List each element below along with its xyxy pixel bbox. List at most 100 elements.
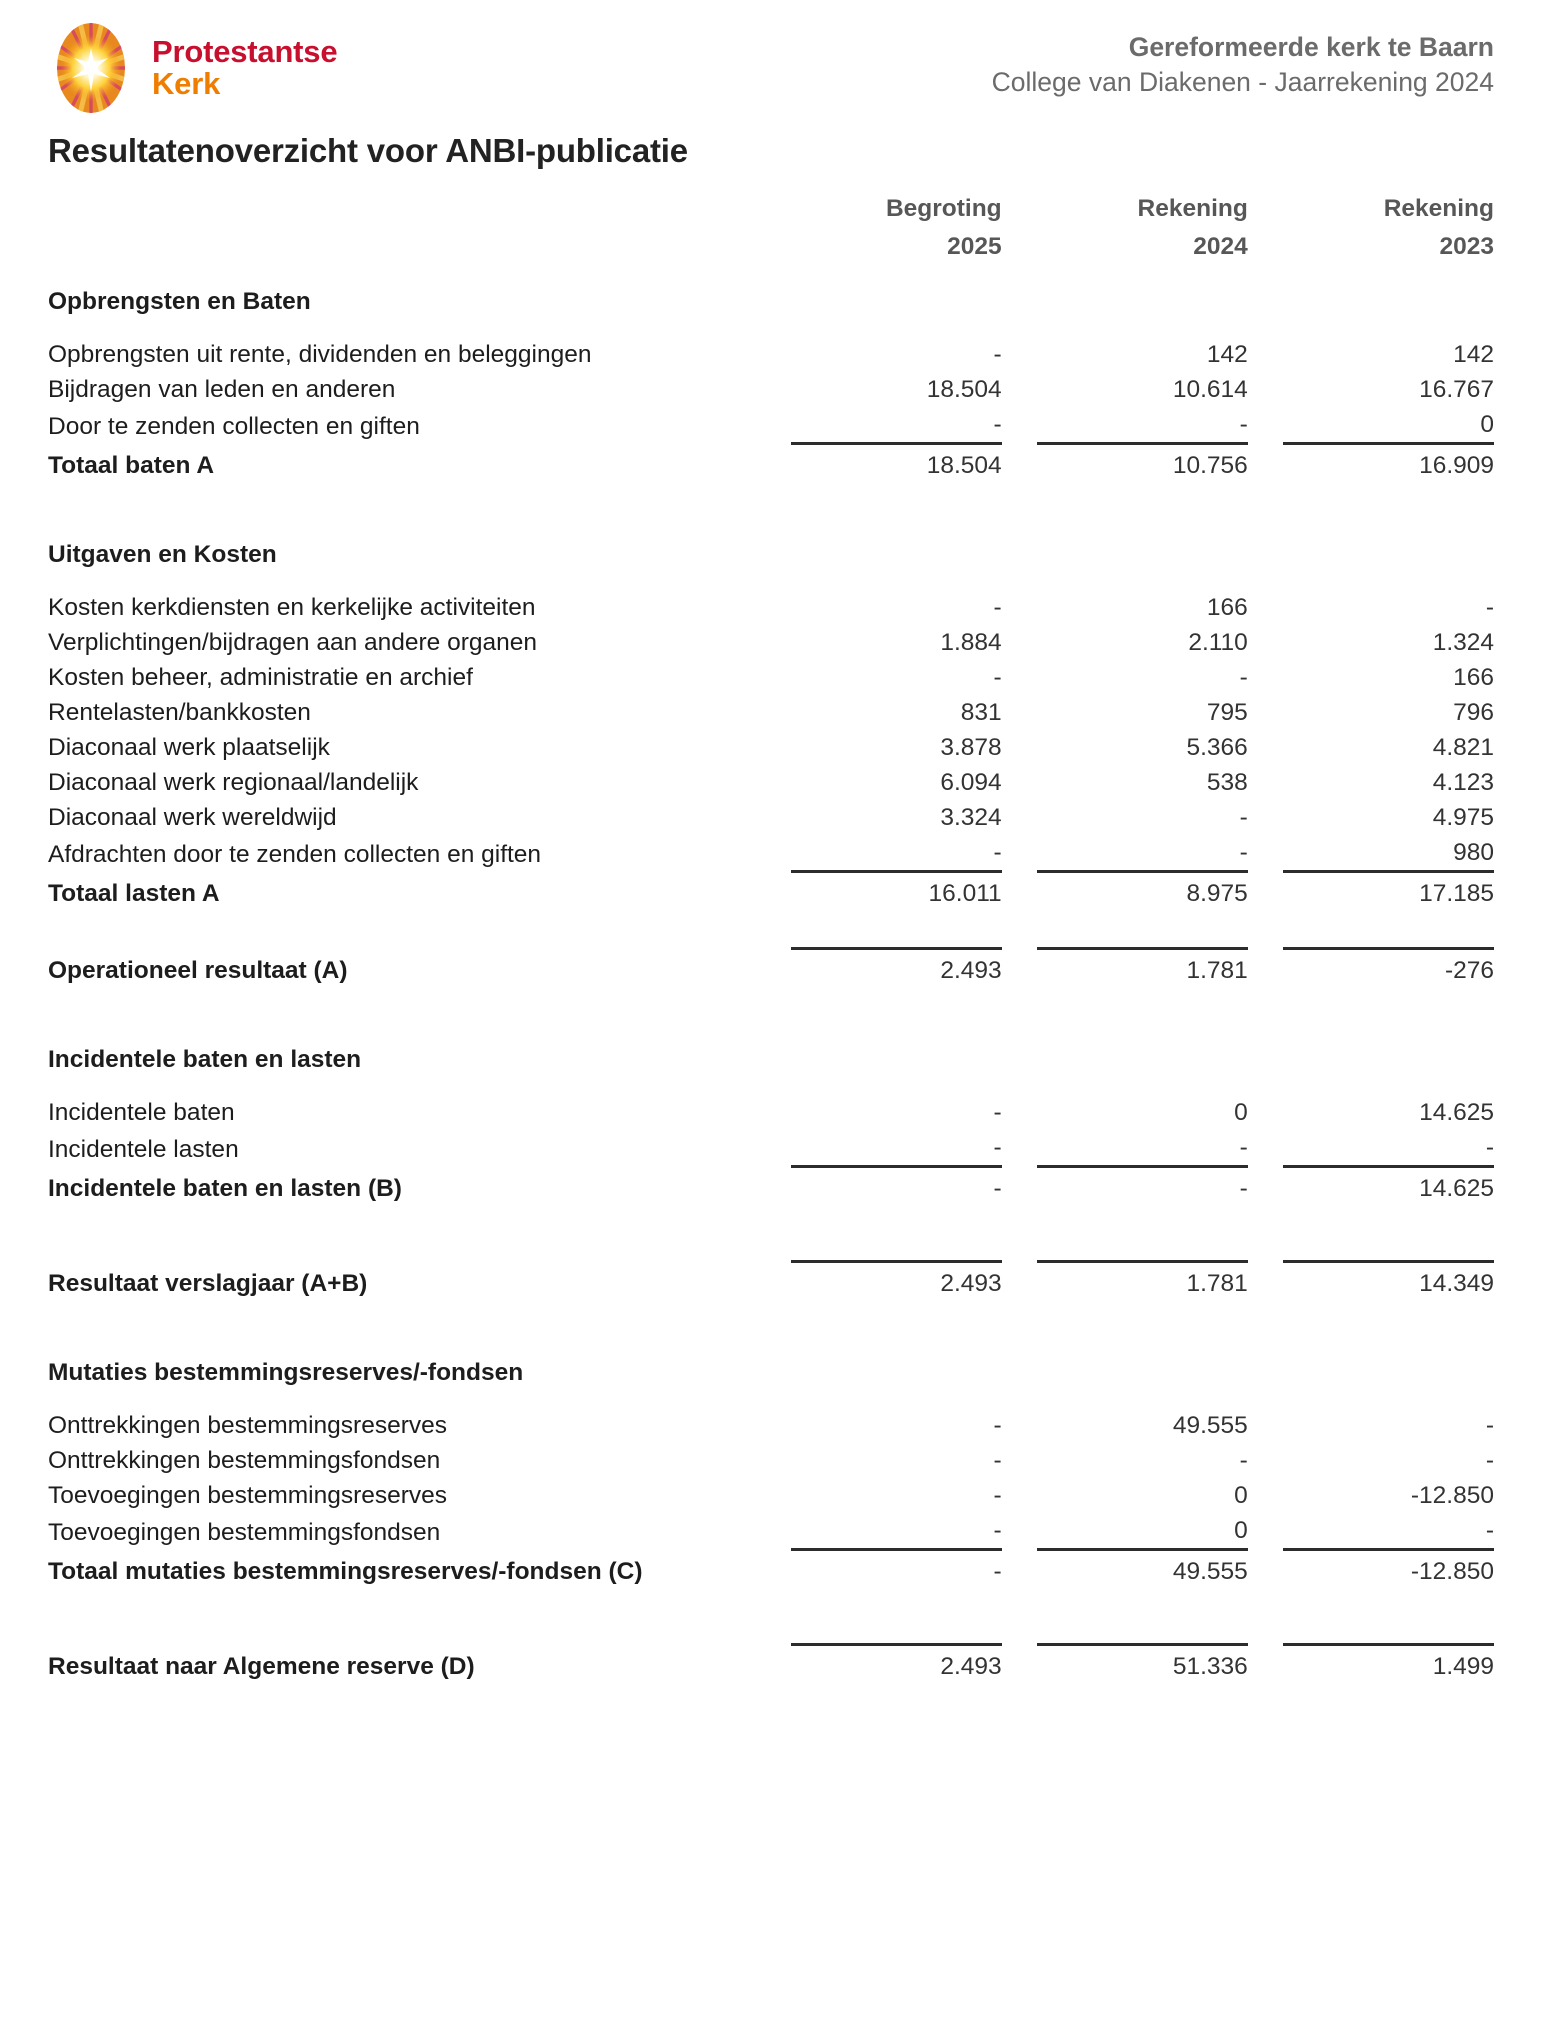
value-text: - (993, 1558, 1002, 1585)
cell-value-col3: 14.625 (1283, 1165, 1494, 1206)
row-spacer (48, 519, 1494, 537)
cell-value-col2: 0 (1037, 1478, 1248, 1513)
column-gap (1002, 284, 1037, 319)
cell-value-col2: 5.366 (1037, 730, 1248, 765)
cell-empty-col3 (1283, 988, 1494, 1024)
row-spacer (48, 1301, 1494, 1337)
cell-value-col2: 166 (1037, 590, 1248, 625)
column-gap (1002, 765, 1037, 800)
column-gap (1248, 1408, 1283, 1443)
cell-empty-col1 (791, 1242, 1002, 1262)
value-text: 16.909 (1419, 452, 1494, 479)
cell-empty-col1 (791, 1206, 1002, 1242)
cell-value-col1: - (791, 337, 1001, 372)
cell-value-col1: - (791, 590, 1001, 625)
row-spacer (48, 1589, 1494, 1625)
cell-empty-col2 (1037, 1024, 1248, 1042)
section-heading: Incidentele baten en lasten (48, 1042, 1494, 1077)
column-gap (1002, 537, 1037, 572)
cell-empty-col2 (1037, 1077, 1248, 1095)
cell-empty-col1 (791, 1337, 1002, 1355)
row-spacer (48, 1242, 1494, 1262)
cell-value-col3: 14.625 (1283, 1095, 1494, 1130)
cell-empty-col2 (1037, 266, 1248, 284)
cell-empty-col1 (791, 572, 1002, 590)
cell-empty-col2 (1037, 1355, 1248, 1390)
value-text: 166 (1453, 664, 1494, 691)
cell-value-col3: 4.821 (1283, 730, 1494, 765)
row-label-cell: Incidentele baten (48, 1095, 791, 1130)
brand-logo: Protestantse Kerk (48, 22, 338, 114)
cell-empty-col3 (1283, 1589, 1494, 1625)
column-gap (1002, 1645, 1037, 1685)
column-header-3-title: Rekening (1383, 195, 1494, 222)
column-gap (1248, 730, 1283, 765)
row-label: Verplichtingen/bijdragen aan andere orga… (48, 629, 538, 656)
cell-empty-col3 (1283, 483, 1494, 519)
column-header-1-year: 2025 (947, 233, 1002, 260)
cell-value-col3: -12.850 (1283, 1548, 1494, 1589)
cell-value-col3: - (1283, 1408, 1494, 1443)
value-text: 10.614 (1172, 376, 1248, 403)
cell-empty-col1 (791, 1077, 1002, 1095)
value-text: 1.499 (1432, 1653, 1494, 1680)
cell-empty-col1 (791, 319, 1002, 337)
row-label: Opbrengsten uit rente, dividenden en bel… (48, 341, 592, 368)
column-gap (1002, 660, 1037, 695)
cell-empty-col3 (1283, 537, 1494, 572)
value-text: 17.185 (1419, 880, 1494, 907)
column-gap (1248, 835, 1283, 872)
cell-empty-col2 (1037, 911, 1248, 949)
value-text: - (993, 1482, 1002, 1509)
row-label-cell: Totaal baten A (48, 444, 791, 484)
row-label-cell: Resultaat verslagjaar (A+B) (48, 1262, 791, 1302)
row-label-cell: Incidentele lasten (48, 1130, 791, 1167)
cell-value-col1: - (790, 1548, 1002, 1589)
value-text: - (1239, 1447, 1248, 1474)
row-spacer (48, 483, 1494, 519)
column-gap (1248, 1550, 1283, 1590)
column-gap (1002, 835, 1037, 872)
cell-value-col2: 49.555 (1037, 1408, 1248, 1443)
cell-empty-col3 (1283, 266, 1494, 284)
column-gap (1248, 1390, 1283, 1408)
value-text: 6.094 (940, 769, 1002, 796)
column-gap (1248, 1625, 1283, 1645)
row-spacer (48, 911, 1494, 949)
value-text: 2.493 (940, 957, 1002, 984)
column-gap (1248, 1077, 1283, 1095)
column-gap (1248, 800, 1283, 835)
cell-empty-col3 (1283, 911, 1494, 949)
cell-empty-col2 (1037, 572, 1248, 590)
cell-value-col1: 1.884 (791, 625, 1001, 660)
cell-empty-col1 (791, 537, 1002, 572)
cell-value-col2: 10.614 (1037, 372, 1248, 407)
cell-empty-col3 (1283, 1024, 1494, 1042)
value-text: - (1239, 1175, 1248, 1202)
column-gap (1248, 1478, 1283, 1513)
section-heading: Uitgaven en Kosten (48, 537, 1494, 572)
cell-value-col1: 2.493 (790, 1643, 1002, 1684)
column-gap (1002, 1390, 1037, 1408)
cell-empty-col3 (1283, 572, 1494, 590)
cell-value-col3: 16.767 (1283, 372, 1494, 407)
row-spacer (48, 1625, 1494, 1645)
column-gap (1002, 590, 1037, 625)
cell-value-col1: - (791, 1443, 1001, 1478)
table-row: Diaconaal werk wereldwijd 3.324 - 4.975 (48, 800, 1494, 835)
cell-value-col1: 831 (791, 695, 1002, 730)
row-spacer (48, 1206, 1494, 1242)
cell-empty-col3 (1283, 1077, 1494, 1095)
row-label: Bijdragen van leden en anderen (48, 376, 396, 403)
column-gap (1248, 444, 1283, 484)
value-text: -276 (1444, 957, 1494, 984)
row-spacer (48, 1077, 1494, 1095)
column-gap (1248, 1355, 1283, 1390)
row-label: Onttrekkingen bestemmingsreserves (48, 1412, 447, 1439)
value-text: 142 (1206, 341, 1248, 368)
cell-empty-col3 (1283, 284, 1494, 319)
cell-empty-col2 (1037, 483, 1248, 519)
column-gap (1248, 1513, 1283, 1550)
cell-empty-col3 (1283, 1301, 1494, 1337)
